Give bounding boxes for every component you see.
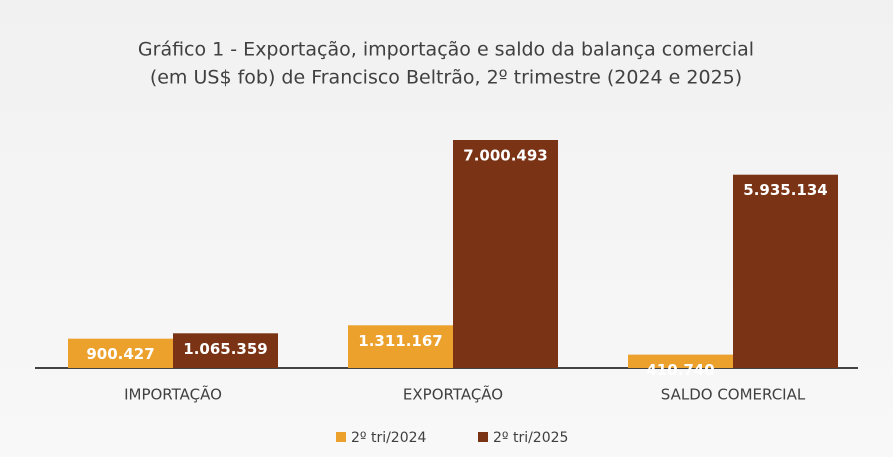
bar [453,140,558,368]
legend-swatch [478,432,488,442]
bar [173,333,278,368]
data-label: 410.740 [646,361,714,379]
chart-title: Gráfico 1 - Exportação, importação e sal… [138,39,754,61]
x-tick-label: EXPORTAÇÃO [403,385,503,404]
bar [733,174,838,368]
data-label: 5.935.134 [743,181,827,199]
data-label: 7.000.493 [463,147,547,165]
bar [628,354,733,368]
x-tick-label: SALDO COMERCIAL [661,386,806,404]
data-label: 1.311.167 [358,332,442,350]
bar [348,325,453,368]
data-label: 900.427 [86,345,154,363]
legend-label: 2º tri/2025 [493,430,568,446]
data-label: 1.065.359 [183,340,267,358]
legend-label: 2º tri/2024 [351,430,427,446]
legend-swatch [336,432,346,442]
bar [68,338,173,368]
chart-title: (em US$ fob) de Francisco Beltrão, 2º tr… [150,67,742,89]
x-tick-label: IMPORTAÇÃO [124,385,222,404]
